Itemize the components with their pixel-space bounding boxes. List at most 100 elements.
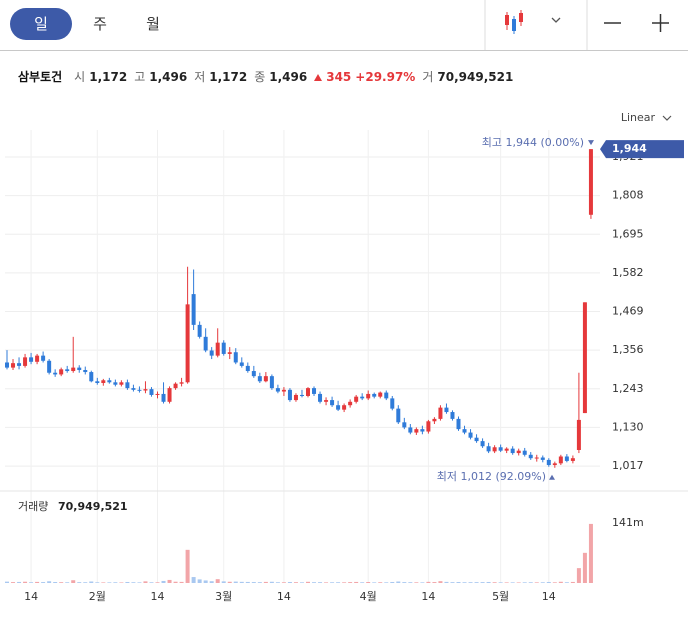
volume-bar [197,579,202,583]
candle-body [89,372,94,382]
volume-bar [71,580,76,583]
last-price-label: 1,944 [612,142,647,155]
volume-bar [438,581,443,583]
volume-bar [275,582,280,583]
candle-body [215,342,220,356]
change-pct: +29.97% [355,70,416,84]
volume-bar [221,581,226,583]
high-annotation: 최고 1,944 (0.00%) [482,136,584,149]
candle-body [59,369,64,375]
candle-body [492,447,497,452]
volume-bar [372,582,377,583]
volume-bar [53,582,58,583]
tab[interactable]: 월 [146,15,160,33]
volume-bar [11,582,16,583]
candle-body [233,352,238,363]
candle-body [354,396,359,402]
volume-bar [552,582,557,583]
volume-bar [450,582,455,583]
x-tick-label: 14 [421,590,435,603]
volume-bar [414,582,419,583]
x-tick-label: 2월 [89,590,106,603]
volume-bar [366,582,371,583]
volume-bar [251,582,256,583]
candle-body [450,412,455,419]
candle-body [83,370,88,373]
candle-body [312,388,317,394]
candle-body [318,393,323,402]
candle-body [330,400,335,406]
volume-bar [324,582,329,583]
dropdown-icon[interactable] [662,115,672,121]
candle-body [498,447,503,451]
volume-bar [342,582,347,583]
volume-bar [426,581,431,583]
stat-label: 종 [254,70,266,84]
candle-body [125,382,130,389]
volume-bar [101,582,106,583]
volume-bar [402,582,407,583]
candle-body [287,389,292,401]
volume-bar [354,581,359,583]
candle-body [275,388,280,392]
candle-body [558,456,563,464]
candle-body [209,350,214,356]
y-tick-label: 1,695 [612,227,644,240]
volume-bar [77,582,82,583]
candle-body [23,357,28,366]
candle-body [324,400,329,402]
volume-bar [89,581,94,583]
tab[interactable]: 주 [93,15,107,33]
volume-bar [29,582,34,583]
candle-body [239,362,244,366]
candle-body [149,389,154,395]
x-tick-label: 14 [277,590,291,603]
candle-body [336,405,341,410]
volume-bar [113,582,118,583]
volume-tick-label: 141m [612,516,644,529]
candle-body [504,448,509,451]
up-icon [314,74,323,81]
candle-body [516,450,521,454]
y-tick-label: 1,243 [612,382,644,395]
low-annotation: 최저 1,012 (92.09%) [437,470,546,483]
y-tick-label: 1,130 [612,420,644,433]
volume-bar [293,582,298,583]
volume-bar [233,581,238,583]
volume-bar [540,582,545,583]
volume-bar [336,582,341,583]
candle-body [426,421,431,432]
volume-bar [47,581,52,583]
volume-bar [420,582,425,583]
volume-bar [149,582,154,583]
up-icon [549,474,555,480]
volume-bar [227,581,232,583]
candle-body [161,393,166,402]
volume-bar [83,582,88,583]
scale-button[interactable]: Linear [621,111,656,124]
candle-body [390,398,395,409]
candle-body [293,394,298,401]
candle-body [588,149,593,215]
volume-bar [203,580,208,583]
candle-body [342,405,347,410]
candle-body [143,389,148,391]
x-tick-label: 14 [542,590,556,603]
volume-bar [167,579,172,583]
candle-body [269,376,274,389]
candle-body [41,355,46,361]
volume-bar [173,581,178,583]
volume-bar [570,581,575,583]
candle-body [77,367,82,370]
candle-body [203,336,208,351]
volume-bar [378,582,383,583]
volume-bar [558,581,563,583]
volume-bar [5,581,9,583]
tab[interactable]: 일 [10,8,72,40]
x-tick-label: 4월 [360,590,377,603]
stat-label: 고 [134,70,146,84]
candle-body [47,360,52,373]
volume-bar [306,581,310,583]
